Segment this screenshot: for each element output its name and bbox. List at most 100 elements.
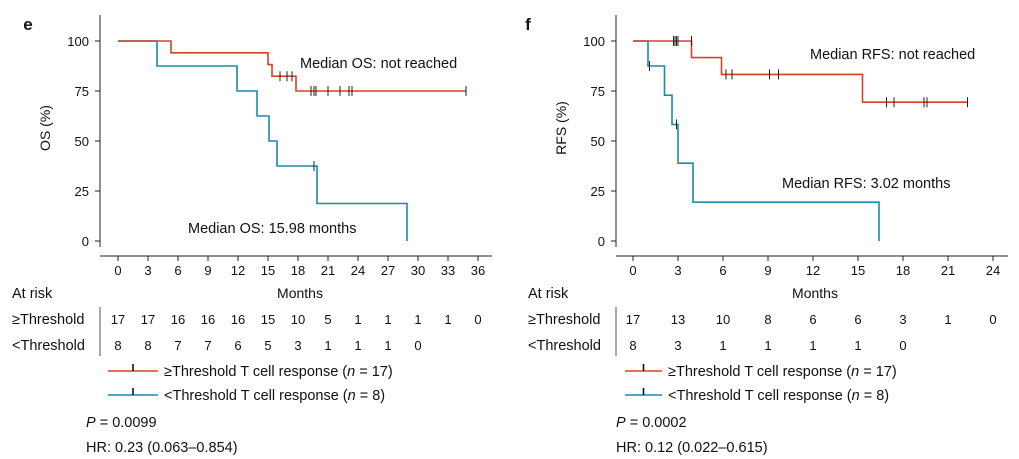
at-risk-count: 17 bbox=[141, 312, 155, 327]
y-tick-label: 0 bbox=[82, 234, 89, 249]
x-tick-label: 30 bbox=[411, 263, 425, 278]
at-risk-title: At risk bbox=[528, 286, 569, 302]
legend-label: <Threshold T cell response (n = 8) bbox=[164, 388, 385, 404]
at-risk-count: 8 bbox=[144, 338, 151, 353]
p-label: P bbox=[616, 415, 626, 431]
legend-text: <Threshold T cell response ( bbox=[668, 388, 852, 404]
x-tick-label: 12 bbox=[231, 263, 245, 278]
legend-text: = 17) bbox=[355, 364, 392, 380]
legend-n: n bbox=[852, 388, 860, 404]
legend-text: = 8) bbox=[356, 388, 385, 404]
at-risk-count: 6 bbox=[234, 338, 241, 353]
y-axis-label: RFS (%) bbox=[553, 101, 569, 155]
at-risk-count: 13 bbox=[671, 312, 685, 327]
at-risk-count: 1 bbox=[854, 338, 861, 353]
at-risk-count: 1 bbox=[384, 338, 391, 353]
km-curve-above-threshold bbox=[118, 40, 466, 92]
at-risk-count: 15 bbox=[261, 312, 275, 327]
x-tick-label: 3 bbox=[144, 263, 151, 278]
panel-label: f bbox=[525, 15, 531, 34]
panel-label: e bbox=[23, 15, 32, 34]
at-risk-count: 1 bbox=[944, 312, 951, 327]
at-risk-count: 1 bbox=[324, 338, 331, 353]
at-risk-count: 1 bbox=[444, 312, 451, 327]
legend-text: ≥Threshold T cell response ( bbox=[668, 364, 851, 380]
at-risk-count: 6 bbox=[809, 312, 816, 327]
y-tick-label: 50 bbox=[75, 134, 89, 149]
x-tick-label: 18 bbox=[896, 263, 910, 278]
at-risk-count: 7 bbox=[174, 338, 181, 353]
x-tick-label: 6 bbox=[174, 263, 181, 278]
y-axis-label: OS (%) bbox=[37, 105, 53, 151]
x-axis-label: Months bbox=[277, 285, 323, 301]
x-tick-label: 24 bbox=[351, 263, 365, 278]
legend-n: n bbox=[348, 388, 356, 404]
x-tick-label: 3 bbox=[674, 263, 681, 278]
x-tick-label: 36 bbox=[471, 263, 485, 278]
legend-label: ≥Threshold T cell response (n = 17) bbox=[164, 364, 393, 380]
x-tick-label: 24 bbox=[986, 263, 1000, 278]
at-risk-count: 1 bbox=[719, 338, 726, 353]
x-tick-label: 9 bbox=[764, 263, 771, 278]
x-tick-label: 18 bbox=[291, 263, 305, 278]
at-risk-title: At risk bbox=[12, 286, 53, 302]
at-risk-count: 17 bbox=[626, 312, 640, 327]
y-tick-label: 25 bbox=[591, 184, 605, 199]
median-annotation: Median RFS: 3.02 months bbox=[782, 176, 950, 192]
legend-n: n bbox=[851, 364, 859, 380]
at-risk-count: 1 bbox=[354, 338, 361, 353]
at-risk-count: 5 bbox=[264, 338, 271, 353]
at-risk-count: 1 bbox=[384, 312, 391, 327]
at-risk-count: 8 bbox=[764, 312, 771, 327]
at-risk-count: 0 bbox=[899, 338, 906, 353]
p-value: P = 0.0002 bbox=[616, 415, 687, 431]
legend-text: = 8) bbox=[860, 388, 889, 404]
x-tick-label: 9 bbox=[204, 263, 211, 278]
p-value: P = 0.0099 bbox=[86, 415, 157, 431]
at-risk-row-label: ≥Threshold bbox=[12, 312, 84, 328]
at-risk-count: 16 bbox=[171, 312, 185, 327]
at-risk-count: 17 bbox=[111, 312, 125, 327]
at-risk-count: 3 bbox=[294, 338, 301, 353]
x-tick-label: 0 bbox=[629, 263, 636, 278]
median-annotation: Median OS: 15.98 months bbox=[188, 221, 356, 237]
at-risk-count: 3 bbox=[899, 312, 906, 327]
at-risk-count: 6 bbox=[854, 312, 861, 327]
x-tick-label: 33 bbox=[441, 263, 455, 278]
x-tick-label: 6 bbox=[719, 263, 726, 278]
y-tick-label: 100 bbox=[67, 34, 89, 49]
at-risk-count: 10 bbox=[716, 312, 730, 327]
p-label: P bbox=[86, 415, 96, 431]
p-number: = 0.0099 bbox=[96, 415, 157, 431]
p-number: = 0.0002 bbox=[626, 415, 687, 431]
at-risk-count: 16 bbox=[231, 312, 245, 327]
km-curve-below-threshold bbox=[633, 40, 880, 241]
hazard-ratio: HR: 0.23 (0.063–0.854) bbox=[86, 440, 238, 456]
at-risk-count: 0 bbox=[989, 312, 996, 327]
at-risk-count: 1 bbox=[414, 312, 421, 327]
x-tick-label: 27 bbox=[381, 263, 395, 278]
legend-label: <Threshold T cell response (n = 8) bbox=[668, 388, 889, 404]
x-tick-label: 15 bbox=[851, 263, 865, 278]
x-tick-label: 12 bbox=[806, 263, 820, 278]
y-tick-label: 75 bbox=[75, 84, 89, 99]
x-tick-label: 21 bbox=[321, 263, 335, 278]
y-tick-label: 100 bbox=[583, 34, 605, 49]
y-tick-label: 25 bbox=[75, 184, 89, 199]
x-tick-label: 21 bbox=[941, 263, 955, 278]
at-risk-count: 5 bbox=[324, 312, 331, 327]
median-annotation: Median OS: not reached bbox=[300, 56, 457, 72]
at-risk-row-label: <Threshold bbox=[12, 338, 85, 354]
at-risk-count: 1 bbox=[354, 312, 361, 327]
x-tick-label: 15 bbox=[261, 263, 275, 278]
at-risk-row-label: <Threshold bbox=[528, 338, 601, 354]
at-risk-count: 1 bbox=[809, 338, 816, 353]
at-risk-count: 1 bbox=[764, 338, 771, 353]
legend-text: <Threshold T cell response ( bbox=[164, 388, 348, 404]
at-risk-count: 7 bbox=[204, 338, 211, 353]
legend-n: n bbox=[347, 364, 355, 380]
at-risk-count: 0 bbox=[414, 338, 421, 353]
y-tick-label: 0 bbox=[598, 234, 605, 249]
x-axis-label: Months bbox=[792, 285, 838, 301]
